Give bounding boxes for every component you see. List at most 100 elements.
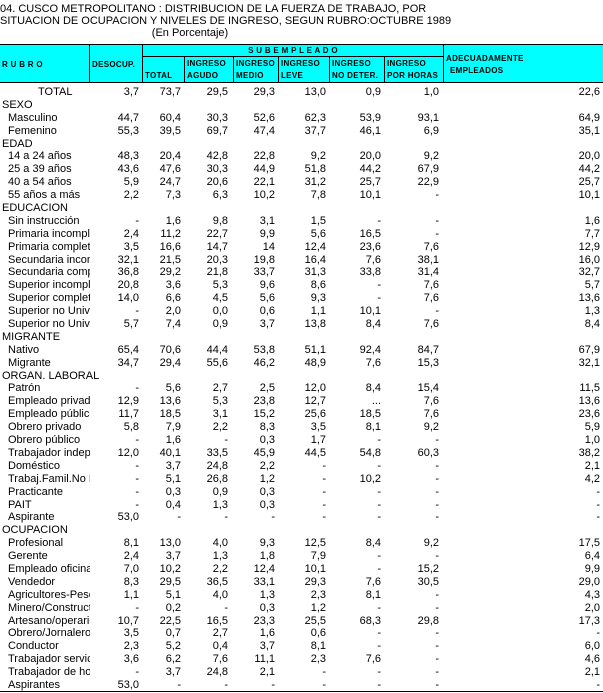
- table-row: Obrero público - 1,6 - 0,3 1,7 - - 1,0: [0, 434, 603, 447]
- cell-value: 5,3: [212, 395, 228, 408]
- cell-value: 46,1: [359, 124, 381, 137]
- cell-value: 7,7: [584, 227, 600, 240]
- cell-value: 4,6: [584, 653, 600, 666]
- cell-value: 3,7: [165, 459, 181, 472]
- cell-value: 2,7: [212, 627, 228, 640]
- cell-value: 2,4: [123, 227, 139, 240]
- row-label: Vendedor: [8, 575, 56, 588]
- row-label: Nativo: [8, 343, 40, 356]
- cell-value: 13,8: [304, 318, 326, 331]
- table-row: Empleado privado 12,9 13,6 5,3 23,8 12,7... 7,…: [0, 395, 603, 408]
- table-row: Sin instrucción - 1,6 9,8 3,1 1,5 - - 1,6: [0, 215, 603, 228]
- cell-value: 20,6: [206, 176, 228, 189]
- cell-value: 8,4: [365, 318, 381, 331]
- row-label: EDUCACION: [2, 202, 69, 215]
- cell-value: 46,2: [253, 356, 275, 369]
- cell-value: 1,8: [259, 550, 275, 563]
- row-label: Obrero/Jornalero: [8, 627, 90, 640]
- cell-value: 0,6: [259, 305, 275, 318]
- cell-value: 15,4: [417, 382, 439, 395]
- cell-value: -: [377, 640, 381, 653]
- cell-value: -: [596, 627, 600, 640]
- header-nodeter: INGRESO NO DETER.: [330, 57, 385, 82]
- cell-value: -: [377, 550, 381, 563]
- header-sub-empleado-label: S U B E M P L E A D O: [248, 46, 338, 55]
- row-label: Primaria incompleta: [8, 227, 90, 240]
- cell-value: -: [435, 498, 439, 511]
- cell-value: 45,9: [253, 446, 275, 459]
- cell-value: 2,0: [584, 601, 600, 614]
- cell-value: 0,3: [259, 498, 275, 511]
- cell-value: 1,1: [123, 588, 139, 601]
- table-row: Conductor 2,3 5,2 0,4 3,7 8,1 - - 6,0: [0, 640, 603, 653]
- cell-value: 10,1: [304, 562, 326, 575]
- cell-value: -: [322, 666, 326, 679]
- cell-value: 0,3: [259, 601, 275, 614]
- cell-value: 11,1: [254, 653, 275, 666]
- row-label: Migrante: [8, 356, 51, 369]
- cell-value: -: [435, 640, 439, 653]
- cell-value: -: [435, 601, 439, 614]
- cell-value: 16,4: [304, 253, 326, 266]
- cell-value: 10,2: [359, 472, 381, 485]
- cell-value: 0,0: [212, 305, 228, 318]
- cell-value: -: [135, 472, 139, 485]
- cell-value: -: [435, 434, 439, 447]
- cell-value: 7,6: [423, 395, 439, 408]
- cell-value: 13,0: [159, 537, 181, 550]
- cell-value: -: [377, 627, 381, 640]
- row-label: PAIT: [8, 498, 32, 511]
- cell-value: 51,8: [304, 163, 326, 176]
- table-row: TOTAL 3,7 73,7 29,5 29,3 13,0 0,9 1,0 22,6: [0, 86, 603, 99]
- cell-value: 53,9: [359, 111, 381, 124]
- cell-value: 0,3: [165, 485, 181, 498]
- table-row: Secundaria incompl 32,1 21,5 20,3 19,8 16,4 7,…: [0, 254, 603, 267]
- header-leve: INGRESO LEVE: [279, 57, 330, 82]
- cell-value: -: [435, 588, 439, 601]
- cell-value: -: [224, 511, 228, 524]
- cell-value: 18,5: [359, 408, 381, 421]
- row-label: Gerente: [8, 550, 48, 563]
- cell-value: 3,7: [123, 86, 139, 98]
- cell-value: 9,9: [584, 562, 600, 575]
- cell-value: 60,3: [417, 446, 439, 459]
- cell-value: -: [435, 511, 439, 524]
- header-leve-l2: LEVE: [281, 71, 304, 80]
- cell-value: 93,1: [417, 111, 439, 124]
- cell-value: -: [322, 485, 326, 498]
- row-label: Profesional: [8, 537, 64, 550]
- cell-value: 2,7: [212, 382, 228, 395]
- cell-value: 9,2: [310, 150, 326, 163]
- cell-value: 23,6: [359, 240, 381, 253]
- cell-value: 8,3: [123, 575, 139, 588]
- cell-value: 33,7: [253, 266, 275, 279]
- cell-value: 67,9: [417, 163, 439, 176]
- cell-value: 0,3: [259, 434, 275, 447]
- cell-value: 5,9: [584, 421, 600, 434]
- row-label: Superior completa: [8, 292, 90, 305]
- cell-value: -: [377, 292, 381, 305]
- row-label: Aspirantes: [8, 678, 60, 691]
- cell-value: 13,0: [304, 86, 326, 98]
- table-row: PAIT - 0,4 1,3 0,3 - - - -: [0, 499, 603, 512]
- table-row: Obrero/Jornalero 3,5 0,7 2,7 1,6 0,6 - - -: [0, 627, 603, 640]
- cell-value: 7,6: [365, 253, 381, 266]
- cell-value: 64,9: [578, 111, 600, 124]
- cell-value: 20,0: [578, 150, 600, 163]
- cell-value: 16,5: [359, 227, 381, 240]
- section-row: ORGAN. LABORAL: [0, 370, 603, 383]
- cell-value: 67,9: [578, 343, 600, 356]
- table-row: Practicante - 0,3 0,9 0,3 - - - -: [0, 486, 603, 499]
- table-row: Nativo 65,4 70,6 44,4 53,8 51,1 92,4 84,7 67,9: [0, 344, 603, 357]
- table-row: 25 a 39 años 43,6 47,6 30,3 44,9 51,8 44,2 67,9…: [0, 163, 603, 176]
- cell-value: 53,8: [253, 343, 275, 356]
- cell-value: -: [224, 601, 228, 614]
- row-label: Trabajador indepen: [8, 446, 90, 459]
- cell-value: 38,2: [578, 446, 600, 459]
- cell-value: -: [322, 498, 326, 511]
- cell-value: 1,0: [584, 434, 600, 447]
- table-row: Minero/Constructor - 0,2 - 0,3 1,2 - - 2,0: [0, 602, 603, 615]
- cell-value: 2,2: [212, 421, 228, 434]
- section-row: OCUPACION: [0, 524, 603, 537]
- cell-value: -: [435, 472, 439, 485]
